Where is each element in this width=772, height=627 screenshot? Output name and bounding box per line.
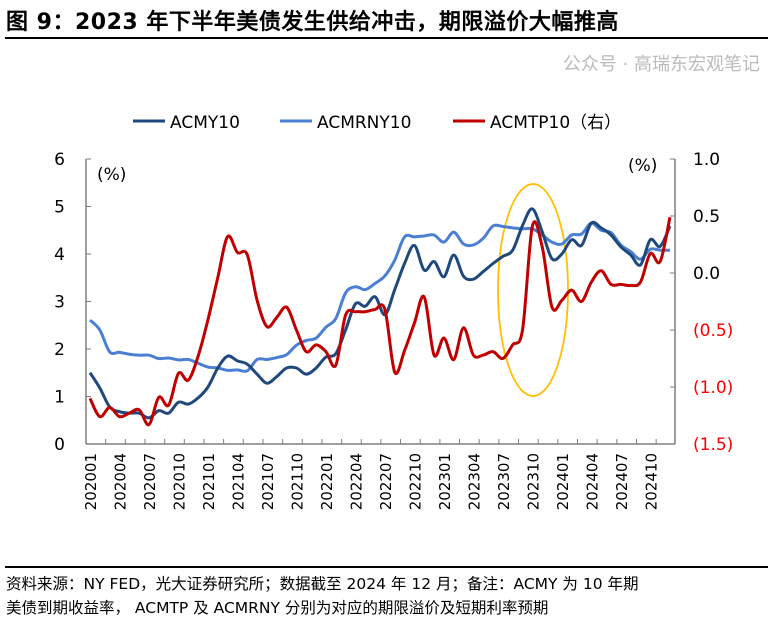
left-tick-label: 6 [54,150,65,170]
x-tick-label: 202301 [436,453,454,510]
footer-rule [5,566,768,568]
right-tick-label: 0.0 [693,264,720,284]
left-tick-label: 2 [54,340,65,360]
x-tick-label: 202404 [583,453,601,510]
left-tick-label: 3 [54,293,65,313]
legend-label: ACMY10 [170,113,240,133]
watermark: 公众号 · 高瑞东宏观笔记 [562,54,760,75]
right-tick-label: (1.5) [693,435,733,455]
figure-title: 图 9：2023 年下半年美债发生供给冲击，期限溢价大幅推高 [6,10,619,35]
x-tick-label: 202310 [524,453,542,510]
x-tick-label: 202101 [200,453,218,510]
left-tick-label: 5 [54,198,65,218]
x-tick-label: 202401 [554,453,572,510]
right-tick-label: 1.0 [693,150,720,170]
x-tick-label: 202107 [259,453,277,510]
x-tick-label: 202204 [347,453,365,510]
x-tick-label: 202410 [642,453,660,510]
x-tick-label: 202001 [82,453,100,510]
title-rule [5,37,768,39]
x-tick-label: 202407 [613,453,631,510]
footer-note: 美债到期收益率， ACMTP 及 ACMRNY 分别为对应的期限溢价及短期利率预… [6,599,549,617]
left-axis-unit: (%) [97,165,126,185]
right-tick-label: 0.5 [693,207,720,227]
x-tick-label: 202201 [318,453,336,510]
x-tick-label: 202307 [495,453,513,510]
x-tick-label: 202304 [465,453,483,510]
series-line-acmtp10 [88,216,672,427]
x-tick-label: 202007 [141,453,159,510]
highlight-ellipse [497,183,569,397]
left-tick-label: 0 [54,435,65,455]
x-tick-label: 202210 [406,453,424,510]
x-tick-label: 202104 [229,453,247,510]
x-tick-label: 202010 [170,453,188,510]
right-axis-unit: (%) [628,156,657,176]
left-tick-label: 1 [54,388,65,408]
footer-source: 资料来源：NY FED，光大证券研究所；数据截至 2024 年 12 月；备注：… [6,575,639,593]
legend-label: ACMTP10（右） [490,113,621,133]
x-tick-label: 202207 [377,453,395,510]
right-tick-label: (0.5) [693,321,733,341]
series-line-acmy10 [88,207,672,420]
right-tick-label: (1.0) [693,378,733,398]
x-tick-label: 202110 [288,453,306,510]
left-tick-label: 4 [54,245,65,265]
legend-label: ACMRNY10 [317,113,411,133]
x-tick-label: 202004 [111,453,129,510]
series-line-acmrny10 [88,221,670,373]
